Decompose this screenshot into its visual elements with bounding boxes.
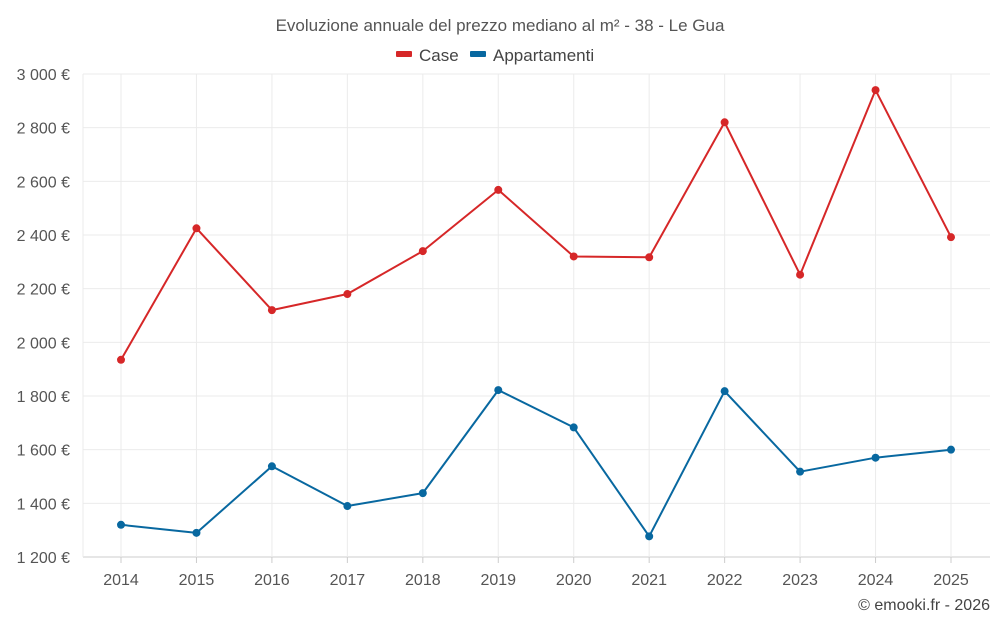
x-tick-label: 2018: [405, 572, 441, 589]
y-tick-label: 2 000 €: [17, 335, 70, 352]
data-point-appartamenti[interactable]: [418, 489, 427, 498]
x-tick-label: 2019: [480, 572, 516, 589]
y-tick-label: 2 400 €: [17, 228, 70, 245]
x-tick-label: 2023: [782, 572, 818, 589]
data-point-appartamenti[interactable]: [494, 386, 503, 395]
legend-swatch-case: [396, 51, 412, 57]
x-tick-label: 2016: [254, 572, 290, 589]
data-point-appartamenti[interactable]: [569, 423, 578, 432]
data-point-case[interactable]: [494, 185, 503, 194]
series-line-appartamenti: [120, 389, 952, 538]
credit-text: © emooki.fr - 2026: [858, 597, 990, 614]
legend-item-appartamenti[interactable]: Appartamenti: [470, 46, 594, 65]
x-tick-label: 2020: [556, 572, 592, 589]
x-tick-label: 2024: [858, 572, 894, 589]
x-tick-label: 2022: [707, 572, 743, 589]
y-tick-label: 2 800 €: [17, 121, 70, 138]
x-tick-label: 2017: [330, 572, 366, 589]
data-point-appartamenti[interactable]: [192, 528, 201, 537]
x-tick-label: 2025: [933, 572, 969, 589]
y-tick-label: 2 200 €: [17, 282, 70, 299]
legend-swatch-appartamenti: [470, 51, 486, 57]
y-tick-label: 1 200 €: [17, 550, 70, 567]
legend: Case Appartamenti: [396, 46, 594, 65]
data-point-case[interactable]: [192, 224, 201, 233]
data-point-appartamenti[interactable]: [871, 453, 880, 462]
data-point-case[interactable]: [645, 253, 654, 262]
data-point-appartamenti[interactable]: [343, 502, 352, 511]
data-point-case[interactable]: [343, 290, 352, 299]
x-tick-label: 2015: [179, 572, 215, 589]
data-point-case[interactable]: [720, 118, 729, 127]
y-tick-label: 1 600 €: [17, 443, 70, 460]
data-point-appartamenti[interactable]: [947, 445, 955, 454]
y-tick-label: 1 800 €: [17, 389, 70, 406]
data-point-appartamenti[interactable]: [720, 387, 729, 396]
legend-label-case: Case: [419, 46, 459, 65]
data-point-appartamenti[interactable]: [117, 520, 125, 529]
data-point-case[interactable]: [569, 252, 578, 261]
data-point-case[interactable]: [117, 355, 125, 364]
data-point-case[interactable]: [267, 306, 276, 315]
data-point-case[interactable]: [947, 233, 955, 242]
y-tick-label: 1 400 €: [17, 496, 70, 513]
y-tick-label: 2 600 €: [17, 174, 70, 191]
data-point-appartamenti[interactable]: [645, 532, 654, 541]
x-tick-label: 2014: [103, 572, 139, 589]
data-point-appartamenti[interactable]: [267, 462, 276, 471]
series: [117, 86, 955, 541]
data-point-case[interactable]: [871, 86, 880, 95]
legend-label-appartamenti: Appartamenti: [493, 46, 594, 65]
x-axis-ticks: 2014 2015 2016 2017 2018 2019 2020 2021 2022 2023…: [103, 557, 969, 589]
data-point-appartamenti[interactable]: [796, 467, 805, 476]
y-axis-ticks: 1 200 € 1 400 € 1 600 € 1 800 € 2 000 € 2 200…: [17, 67, 70, 567]
chart-title: Evoluzione annuale del prezzo mediano al…: [276, 16, 725, 35]
grid: [82, 73, 990, 558]
data-point-case[interactable]: [796, 270, 805, 279]
y-tick-label: 3 000 €: [17, 67, 70, 84]
x-tick-label: 2021: [631, 572, 667, 589]
data-point-case[interactable]: [418, 247, 427, 256]
legend-item-case[interactable]: Case: [396, 46, 459, 65]
series-line-case: [120, 89, 952, 361]
